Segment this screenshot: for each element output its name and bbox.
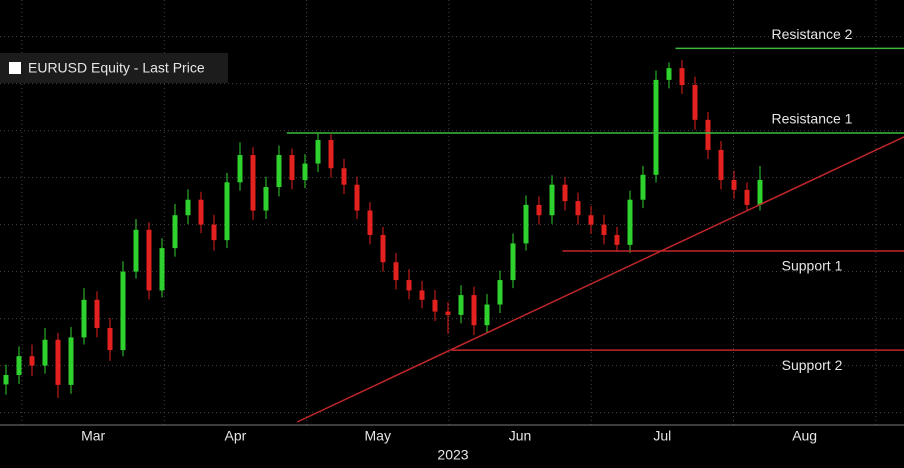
candle-body [731, 179, 737, 190]
candle-body [42, 339, 48, 366]
candle-body [614, 234, 620, 245]
candle-body [757, 179, 763, 205]
candle-body [55, 339, 61, 385]
candle-body [419, 290, 425, 300]
candle-body [445, 311, 451, 315]
candle-body [471, 295, 477, 326]
x-tick-label: Aug [792, 428, 817, 444]
candle-body [341, 168, 347, 185]
candle-body [224, 182, 230, 241]
x-tick-label: Jul [653, 428, 671, 444]
candle-body [289, 155, 295, 180]
candle-body [81, 299, 87, 338]
candle-body [497, 280, 503, 305]
x-tick-label: Apr [225, 428, 247, 444]
candle-body [68, 337, 74, 385]
candle-body [718, 149, 724, 180]
candle-body [679, 68, 685, 86]
candle-body [276, 155, 282, 188]
candle-body [94, 299, 100, 329]
x-tick-label: May [365, 428, 391, 444]
candle-body [588, 215, 594, 225]
candle-body [692, 85, 698, 120]
candle-body [484, 304, 490, 326]
candle-body [575, 201, 581, 216]
level-label: Resistance 1 [772, 111, 853, 127]
x-sublabel: 2023 [437, 447, 468, 463]
candle-body [458, 295, 464, 315]
x-tick-label: Mar [81, 428, 105, 444]
candle-body [107, 328, 113, 351]
legend-label: EURUSD Equity - Last Price [28, 60, 205, 76]
candle-body [393, 262, 399, 281]
legend-swatch [9, 62, 21, 74]
candle-body [120, 271, 126, 351]
x-tick-label: Jun [509, 428, 532, 444]
candle-body [146, 229, 152, 291]
legend [0, 53, 228, 83]
candle-body [666, 68, 672, 80]
candle-body [172, 215, 178, 249]
candle-body [250, 155, 256, 211]
candle-body [627, 199, 633, 245]
candle-body [640, 174, 646, 200]
candle-body [432, 299, 438, 312]
candle-body [510, 243, 516, 281]
candle-body [237, 155, 243, 183]
candle-body [653, 79, 659, 175]
level-label: Resistance 2 [772, 26, 853, 42]
candle-body [16, 356, 22, 376]
level-label: Support 2 [782, 357, 843, 373]
candle-body [523, 204, 529, 244]
candle-body [198, 199, 204, 225]
candle-body [211, 224, 217, 241]
candle-body [406, 280, 412, 291]
candle-body [328, 140, 334, 169]
candle-body [705, 119, 711, 150]
candle-body [159, 248, 165, 291]
candle-body [367, 210, 373, 235]
candle-body [263, 187, 269, 211]
candle-body [380, 234, 386, 263]
trendline [296, 136, 904, 423]
candle-body [185, 199, 191, 216]
level-label: Support 1 [782, 258, 843, 274]
candle-body [3, 375, 9, 385]
candle-body [549, 184, 555, 216]
candle-body [302, 163, 308, 180]
candle-body [744, 189, 750, 205]
candle-body [315, 140, 321, 164]
candle-body [536, 204, 542, 216]
candle-body [29, 356, 35, 366]
candle-body [133, 229, 139, 272]
candle-body [354, 184, 360, 211]
candle-body [562, 184, 568, 202]
candle-body [601, 224, 607, 235]
